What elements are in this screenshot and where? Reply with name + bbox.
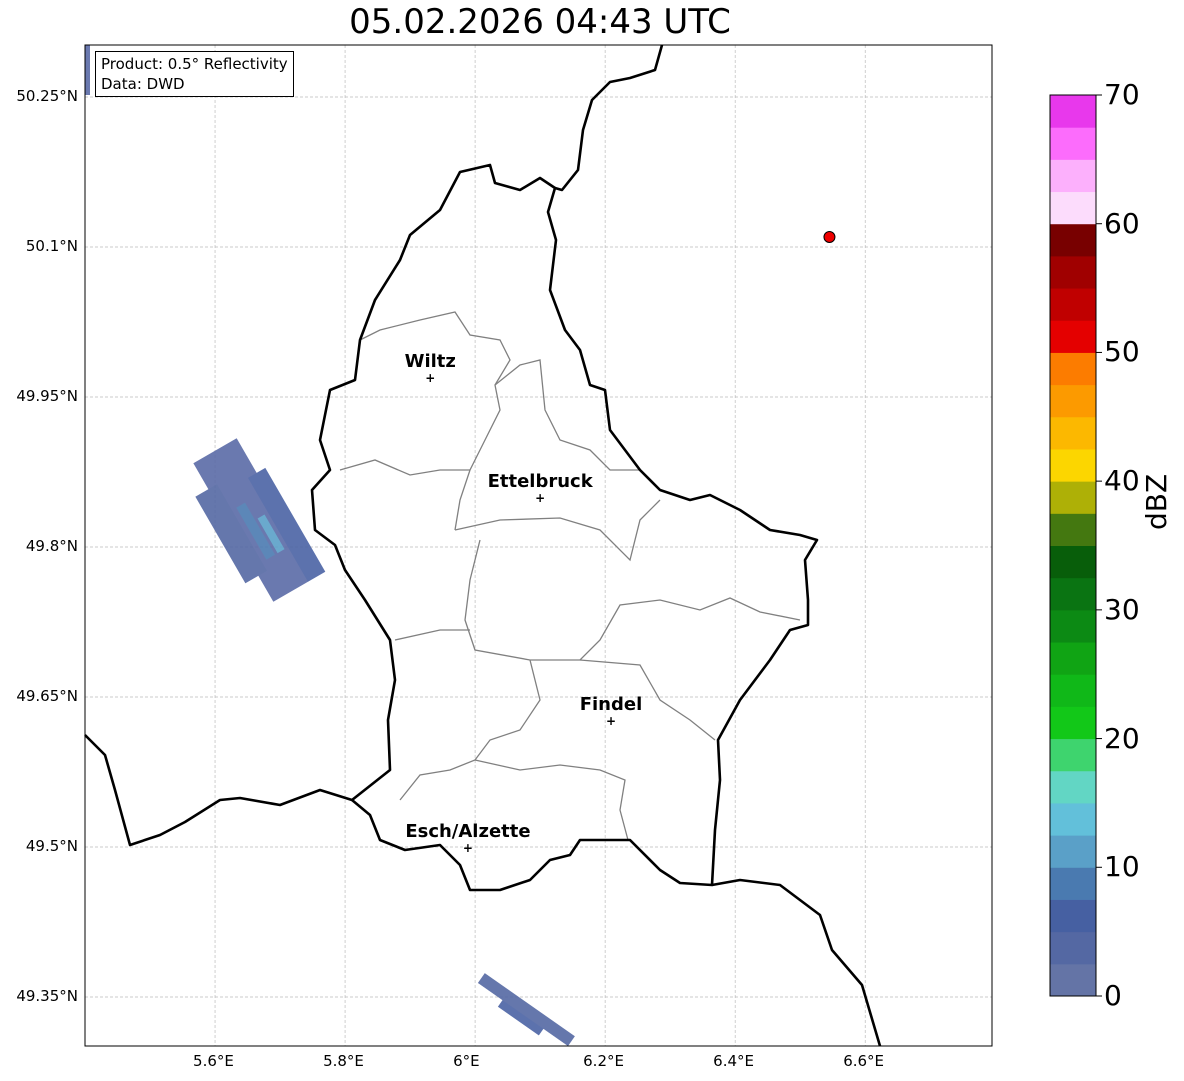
lon-tick-label: 6.4°E	[713, 1052, 755, 1070]
product-label: Product: 0.5° Reflectivity	[101, 55, 288, 73]
lat-tick-label: 49.8°N	[25, 537, 78, 555]
lat-tick-label: 50.1°N	[25, 237, 78, 255]
echo-cell	[236, 502, 275, 560]
colorbar-bin	[1050, 255, 1096, 289]
colorbar-bin	[1050, 159, 1096, 193]
colorbar-bin	[1050, 674, 1096, 707]
lat-tick-label: 49.65°N	[16, 687, 78, 705]
colorbar-bin	[1050, 191, 1096, 225]
lon-tick-label: 6°E	[453, 1052, 480, 1070]
colorbar-tick-label: 60	[1104, 206, 1140, 240]
colorbar-bin	[1050, 738, 1096, 772]
colorbar-bin	[1050, 481, 1096, 514]
lon-tick-label: 5.8°E	[323, 1052, 364, 1070]
colorbar-bin	[1050, 127, 1096, 160]
colorbar-bin	[1050, 802, 1096, 836]
city-markers: + + + +	[425, 371, 616, 855]
colorbar-tick-label: 50	[1104, 335, 1140, 369]
city-label: Findel	[579, 694, 643, 715]
city-marker-icon: +	[463, 841, 473, 855]
lon-tick-label: 6.6°E	[843, 1052, 885, 1070]
colorbar-bin	[1050, 770, 1096, 804]
colorbar-bin	[1050, 609, 1096, 643]
city-marker-icon: +	[535, 491, 545, 505]
colorbar-bin	[1050, 288, 1096, 321]
echo-cell	[247, 467, 326, 582]
lat-tick-label: 49.5°N	[25, 837, 78, 855]
colorbar-bin	[1050, 352, 1096, 386]
radar-site-marker	[823, 231, 836, 243]
colorbar-bin	[1050, 513, 1096, 546]
lon-tick-label: 6.2°E	[583, 1052, 624, 1070]
city-label: Esch/Alzette	[405, 821, 531, 842]
lat-tick-label: 50.25°N	[16, 87, 78, 105]
colorbar-tick-label: 0	[1104, 979, 1122, 1012]
lat-tick-label: 49.35°N	[16, 987, 78, 1005]
colorbar-bin	[1050, 95, 1096, 128]
colorbar-tick-label: 20	[1104, 721, 1140, 755]
colorbar-bin	[1050, 320, 1096, 353]
echo-cell	[195, 484, 268, 584]
colorbar-bin	[1050, 931, 1096, 965]
colorbar-tick-label: 10	[1104, 850, 1140, 884]
colorbar-frame	[1049, 94, 1097, 997]
colorbar-bin	[1050, 867, 1096, 900]
data-source-label: Data: DWD	[101, 75, 185, 93]
colorbar-tick-label: 30	[1104, 592, 1140, 626]
colorbar-tick-label: 70	[1104, 78, 1140, 111]
radar-echoes	[85, 45, 575, 1047]
city-marker-icon: +	[425, 371, 435, 385]
colorbar-bin	[1050, 384, 1096, 418]
city-marker-icon: +	[606, 714, 616, 728]
city-label: Wiltz	[404, 351, 456, 372]
colorbar-bin	[1050, 545, 1096, 579]
lat-tick-label: 49.95°N	[16, 387, 78, 405]
echo-cell	[85, 45, 90, 95]
country-borders	[84, 44, 882, 1047]
colorbar-bin	[1050, 706, 1096, 740]
colorbar-tick-label: 40	[1104, 464, 1140, 498]
info-box: Product: 0.5° Reflectivity Data: DWD	[95, 51, 294, 97]
gridlines	[85, 45, 992, 1046]
echo-cell	[497, 1000, 544, 1036]
figure-title: 05.02.2026 04:43 UTC	[349, 2, 731, 42]
city-label: Ettelbruck	[487, 471, 593, 492]
lon-tick-label: 5.6°E	[193, 1052, 234, 1070]
canton-borders	[339, 311, 801, 841]
echo-cell	[477, 973, 575, 1047]
colorbar-bin	[1050, 642, 1096, 675]
colorbar-bin	[1050, 899, 1096, 933]
colorbar-label: dBZ	[1140, 473, 1173, 530]
colorbar-bin	[1050, 577, 1096, 611]
map-frame	[84, 44, 993, 1047]
colorbar-bin	[1050, 448, 1096, 482]
colorbar-bin	[1050, 963, 1096, 997]
colorbar-bin	[1050, 416, 1096, 450]
colorbar	[1049, 94, 1102, 997]
echo-cell	[257, 514, 285, 554]
colorbar-bin	[1050, 223, 1096, 257]
colorbar-bin	[1050, 835, 1096, 868]
